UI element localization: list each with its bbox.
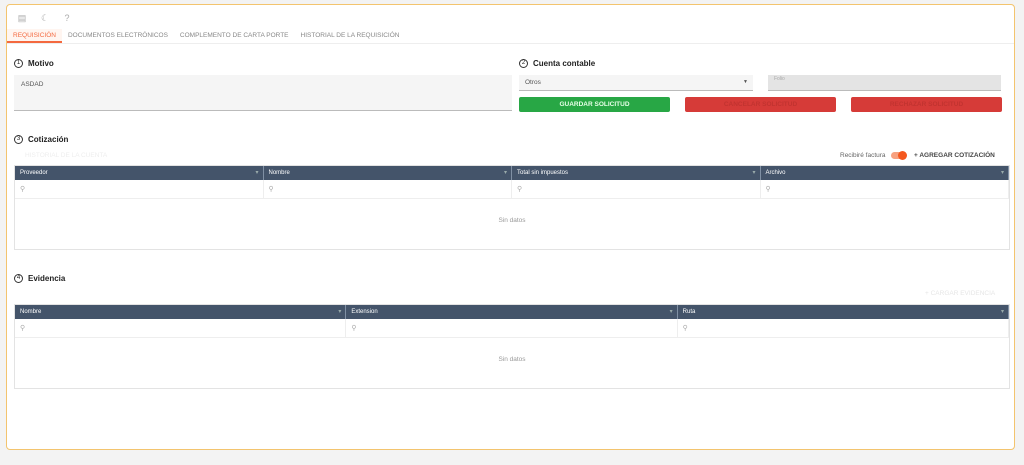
column-header[interactable]: Extension ▾ (346, 305, 678, 319)
section-title: Cuenta contable (533, 59, 596, 68)
search-icon[interactable]: ⚲ (678, 319, 1009, 337)
cancel-button[interactable]: CANCELAR SOLICITUD (685, 97, 836, 112)
column-header[interactable]: Ruta ▾ (678, 305, 1009, 319)
history-link[interactable]: HISTORIAL DE LA CUENTA (25, 152, 108, 159)
filter-icon: ▾ (1000, 170, 1004, 176)
recibire-factura-toggle[interactable] (891, 151, 907, 160)
search-icon[interactable]: ⚲ (264, 180, 512, 198)
tab-bar: REQUISICIÓN DOCUMENTOS ELECTRÓNICOS COMP… (7, 29, 1014, 44)
filter-icon: ▾ (752, 170, 756, 176)
search-icon[interactable]: ⚲ (346, 319, 678, 337)
folio-field[interactable]: Folio (768, 75, 1001, 91)
motivo-textarea[interactable]: ASDAD (14, 75, 512, 111)
section-motivo: 1 Motivo (14, 59, 54, 68)
section-title: Evidencia (28, 274, 66, 283)
empty-message: Sin datos (498, 356, 526, 363)
search-icon[interactable]: ⚲ (15, 180, 264, 198)
add-quote-button[interactable]: + AGREGAR COTIZACIÓN (914, 152, 995, 159)
section-cotizacion: 3 Cotización (14, 135, 68, 144)
toggle-label: Recibiré factura (840, 152, 886, 159)
column-header[interactable]: Archivo ▾ (761, 166, 1009, 180)
section-cuenta: 2 Cuenta contable (519, 59, 595, 68)
column-header[interactable]: Nombre ▾ (15, 305, 347, 319)
moon-icon[interactable]: ☾ (40, 13, 50, 23)
section-evidencia: 4 Evidencia (14, 274, 65, 283)
search-icon[interactable]: ⚲ (512, 180, 761, 198)
tab-carta-porte[interactable]: COMPLEMENTO DE CARTA PORTE (179, 32, 289, 39)
filter-icon: ▾ (669, 309, 673, 315)
evidence-table: Nombre ▾ Extension ▾ Ruta ▾ ⚲ ⚲ ⚲ Sin datos (14, 304, 1010, 389)
column-header[interactable]: Nombre ▾ (264, 166, 512, 180)
quotes-table: Proveedor ▾ Nombre ▾ Total sin impuestos ▾ … (14, 165, 1010, 250)
tab-documentos[interactable]: DOCUMENTOS ELECTRÓNICOS (67, 32, 168, 39)
empty-message: Sin datos (498, 217, 526, 224)
filter-icon: ▾ (255, 170, 259, 176)
chevron-down-icon: ▼ (743, 79, 748, 85)
tab-requisicion[interactable]: REQUISICIÓN (7, 29, 62, 43)
column-header[interactable]: Total sin impuestos ▾ (512, 166, 761, 180)
column-header[interactable]: Proveedor ▾ (15, 166, 264, 180)
document-icon[interactable]: ▤ (17, 13, 27, 23)
filter-icon: ▾ (338, 309, 342, 315)
search-icon[interactable]: ⚲ (761, 180, 1009, 198)
upload-evidence-button[interactable]: + CARGAR EVIDENCIA (925, 290, 996, 297)
reject-button[interactable]: RECHAZAR SOLICITUD (851, 97, 1002, 112)
save-button[interactable]: GUARDAR SOLICITUD (519, 97, 670, 112)
section-title: Cotización (28, 135, 69, 144)
filter-icon: ▾ (1000, 309, 1004, 315)
requisition-card: ▤ ☾ ? REQUISICIÓN DOCUMENTOS ELECTRÓNICO… (6, 4, 1015, 450)
search-icon[interactable]: ⚲ (15, 319, 347, 337)
help-icon[interactable]: ? (64, 13, 70, 23)
section-title: Motivo (28, 59, 54, 68)
filter-icon: ▾ (503, 170, 507, 176)
cuenta-select[interactable]: Otros ▼ (519, 75, 753, 91)
tab-historial[interactable]: HISTORIAL DE LA REQUISICIÓN (300, 32, 400, 39)
